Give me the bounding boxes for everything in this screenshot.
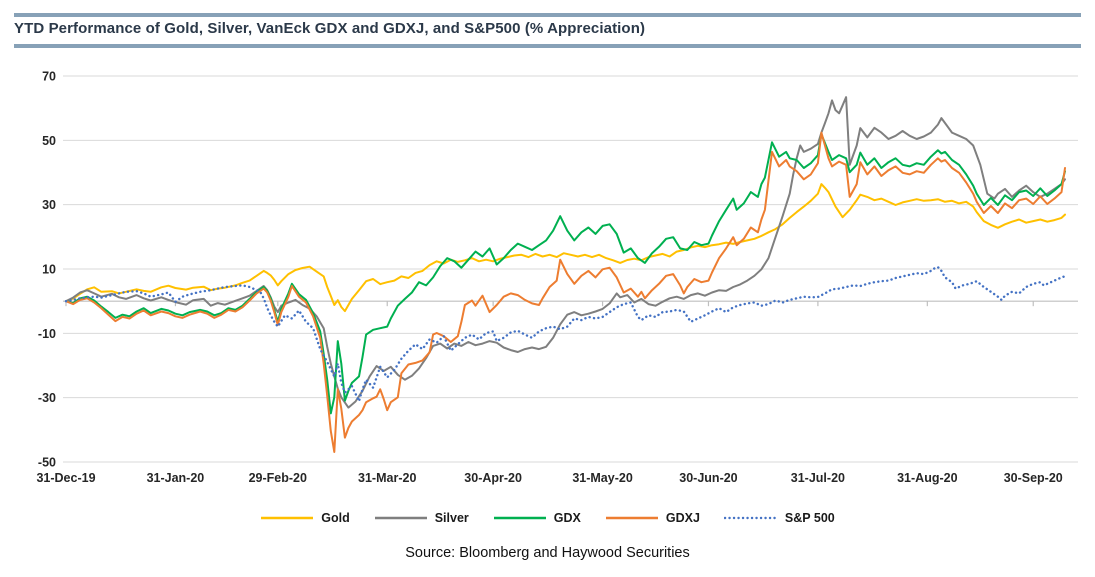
y-axis-label: 30: [42, 198, 56, 212]
title-rule-top: [14, 13, 1081, 17]
legend-item-silver: Silver: [374, 511, 469, 525]
y-axis-label: 10: [42, 263, 56, 277]
x-axis-label: 31-May-20: [572, 471, 632, 485]
legend-label: GDXJ: [665, 511, 700, 525]
y-axis-label: 50: [42, 134, 56, 148]
page-title: YTD Performance of Gold, Silver, VanEck …: [14, 20, 646, 37]
legend-swatch: [374, 516, 427, 520]
legend-item-sp500: S&P 500: [723, 511, 835, 525]
legend-swatch: [605, 516, 658, 520]
x-axis-label: 31-Jan-20: [147, 471, 205, 485]
x-axis-label: 31-Mar-20: [358, 471, 416, 485]
source-caption: Source: Bloomberg and Haywood Securities: [405, 545, 690, 561]
x-axis-label: 31-Jul-20: [791, 471, 845, 485]
x-axis-label: 31-Aug-20: [897, 471, 957, 485]
series-line-silver: [65, 96, 1066, 409]
series-line-gdxj: [65, 131, 1066, 453]
y-axis-label: 70: [42, 70, 56, 84]
legend-item-gdx: GDX: [493, 511, 581, 525]
x-axis-label: 30-Apr-20: [464, 471, 522, 485]
legend-swatch: [261, 516, 314, 520]
series-line-sp500: [64, 265, 1067, 403]
title-rule-bottom: [14, 44, 1081, 48]
y-axis-label: -10: [38, 327, 56, 341]
x-axis-label: 31-Dec-19: [36, 471, 95, 485]
legend-label: Gold: [321, 511, 350, 525]
legend-swatch: [723, 516, 778, 520]
series-line-gdx: [65, 133, 1066, 415]
legend-item-gold: Gold: [260, 511, 350, 525]
legend-label: GDX: [553, 511, 581, 525]
chart-legend: Gold Silver GDX GDXJ S&P 500: [0, 511, 1095, 525]
x-axis-label: 30-Sep-20: [1004, 471, 1063, 485]
legend-label: Silver: [434, 511, 469, 525]
legend-item-gdxj: GDXJ: [605, 511, 700, 525]
x-axis-label: 29-Feb-20: [249, 471, 307, 485]
series-line-gold: [65, 183, 1066, 313]
y-axis-label: -30: [38, 391, 56, 405]
legend-label: S&P 500: [784, 511, 835, 525]
y-axis-label: -50: [38, 456, 56, 470]
legend-swatch: [493, 516, 546, 520]
x-axis-label: 30-Jun-20: [679, 471, 737, 485]
